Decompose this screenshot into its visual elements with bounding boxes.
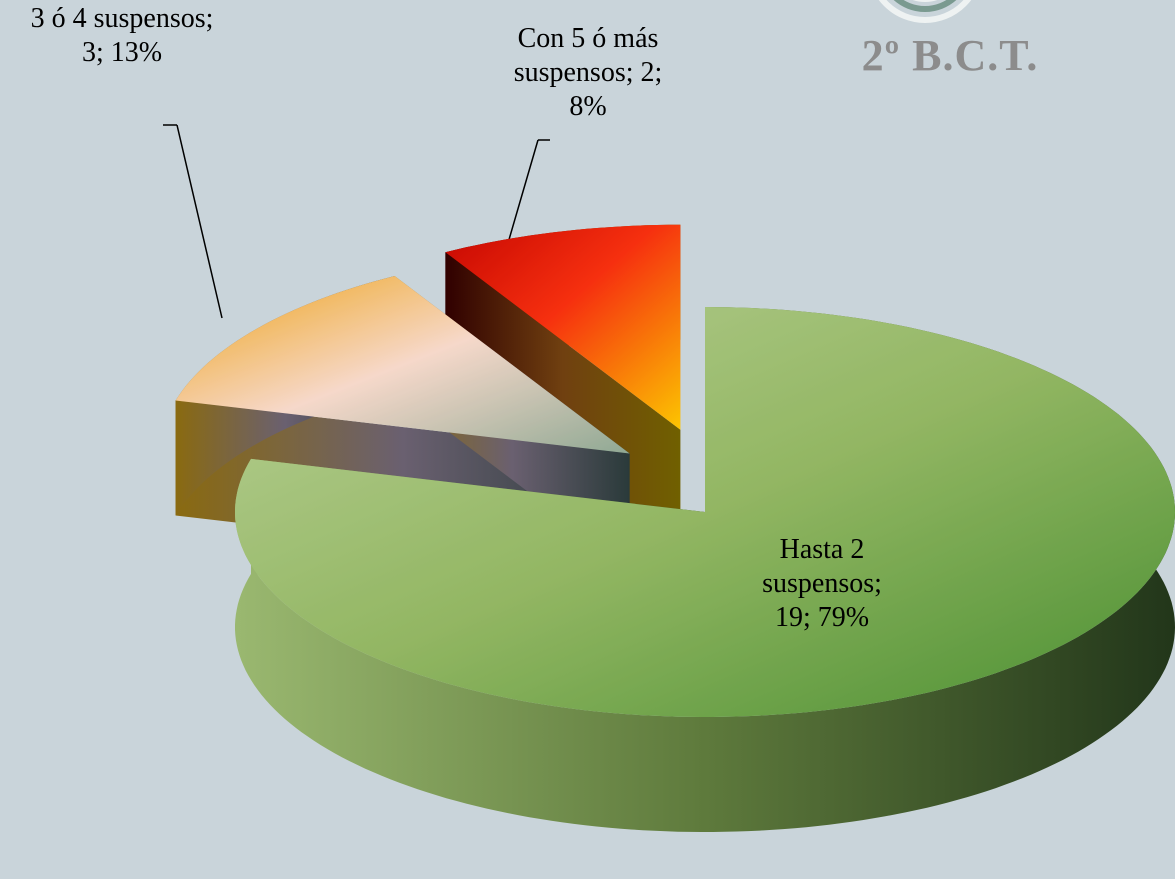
data-label: 3 ó 4 suspensos; 3; 13%	[30, 3, 214, 68]
pie-slice	[235, 307, 1175, 832]
slice-top	[445, 224, 681, 430]
pie-slice	[175, 276, 630, 569]
slice-tint	[235, 307, 1175, 717]
slice-top	[235, 307, 1175, 717]
slice-tint	[445, 224, 681, 430]
logo	[878, 0, 972, 23]
leader-line	[507, 139, 539, 244]
slice-tint	[175, 276, 630, 454]
chart-title: 2º B.C.T.	[861, 31, 1039, 80]
slice-top	[175, 276, 630, 454]
data-label: Hasta 2 suspensos; 19; 79%	[762, 534, 882, 633]
data-label: Con 5 ó más suspensos; 2; 8%	[513, 23, 663, 122]
leader-line	[176, 124, 223, 319]
